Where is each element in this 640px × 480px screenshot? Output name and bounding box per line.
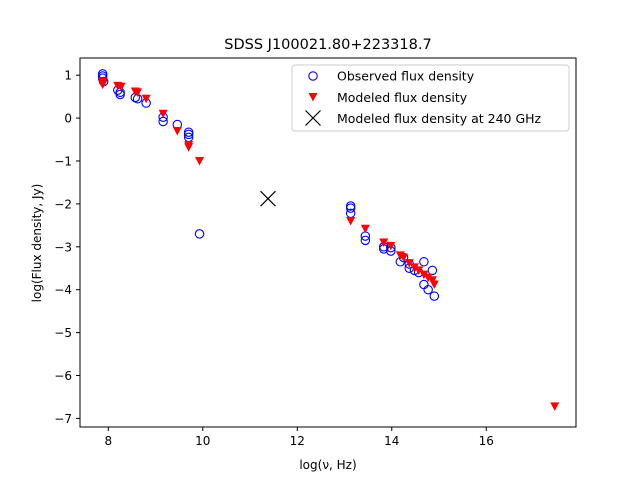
observed-point (423, 284, 433, 295)
legend-modeled-240-marker (305, 110, 321, 126)
x-axis-ticks: 8 10 12 14 16 (105, 427, 494, 448)
observed-point (115, 89, 125, 100)
y-tick-label: −7 (54, 412, 72, 426)
modeled-point (427, 276, 437, 285)
modeled-point (133, 88, 143, 97)
y-tick-label: 1 (64, 69, 72, 83)
y-tick-label: −4 (54, 283, 72, 297)
plot-frame (79, 57, 577, 428)
modeled-point (172, 126, 182, 136)
legend-box (291, 64, 570, 132)
observed-point (429, 291, 440, 301)
modeled-point (409, 263, 419, 272)
observed-point (194, 229, 205, 239)
y-tick-label: −2 (54, 197, 72, 211)
modeled-point (414, 266, 424, 275)
modeled-240ghz-point (260, 190, 276, 207)
y-tick-label: 0 (64, 112, 72, 126)
observed-point (419, 257, 429, 267)
legend-observed-marker (308, 71, 318, 81)
y-tick-label: −6 (54, 369, 72, 383)
legend-modeled-240-label: Modeled flux density at 240 GHz (337, 111, 542, 126)
legend: Observed flux density Modeled flux densi… (291, 64, 570, 132)
legend-modeled-marker (308, 93, 318, 102)
modeled-point (550, 402, 560, 411)
legend-observed-label: Observed flux density (337, 69, 475, 84)
y-tick-label: −5 (54, 326, 72, 340)
chart-title: SDSS J100021.80+223318.7 (224, 37, 431, 53)
plot-area (97, 69, 560, 411)
modeled-point (379, 238, 389, 247)
observed-point (345, 203, 356, 213)
modeled-point (141, 94, 151, 104)
modeled-point (404, 259, 414, 268)
modeled-point (419, 270, 429, 280)
x-tick-label: 14 (384, 434, 399, 448)
x-tick-label: 10 (195, 434, 210, 448)
modeled-point (116, 82, 126, 92)
y-tick-label: −1 (54, 154, 72, 168)
y-axis-label: log(Flux density, Jy) (30, 184, 44, 303)
modeled-point (98, 80, 108, 90)
modeled-point (346, 217, 356, 226)
modeled-point (360, 224, 370, 234)
modeled-point (184, 143, 194, 152)
modeled-point (158, 109, 168, 119)
y-tick-label: −3 (54, 240, 72, 254)
x-tick-label: 16 (479, 434, 494, 448)
legend-modeled-label: Modeled flux density (337, 90, 468, 105)
x-tick-label: 8 (105, 434, 113, 448)
x-tick-label: 12 (290, 434, 305, 448)
observed-point (183, 129, 194, 140)
y-axis-ticks: 1 0 −1 −2 −3 −4 −5 −6 −7 (54, 69, 80, 426)
modeled-point (195, 156, 205, 166)
modeled-point (399, 253, 409, 263)
modeled-point (386, 241, 396, 251)
observed-point (427, 265, 438, 276)
observed-point (360, 235, 371, 246)
modeled-point (423, 273, 433, 283)
modeled-point (429, 280, 439, 290)
x-axis-label: log(ν, Hz) (299, 458, 356, 472)
